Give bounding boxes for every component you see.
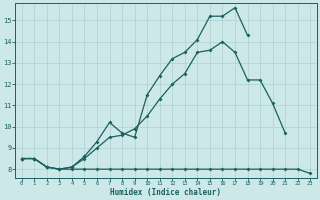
X-axis label: Humidex (Indice chaleur): Humidex (Indice chaleur): [110, 188, 221, 197]
